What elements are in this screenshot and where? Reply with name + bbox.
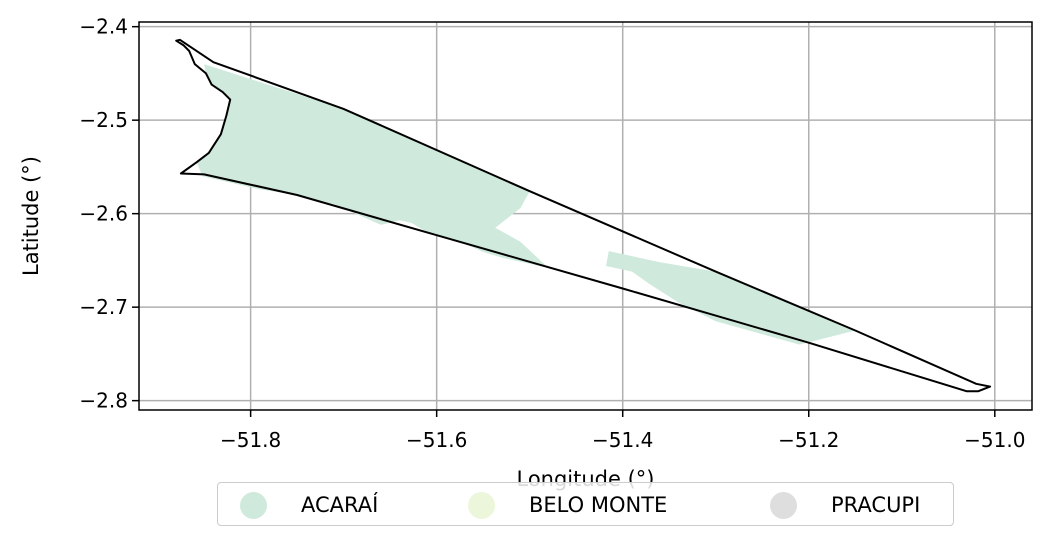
region-fills [196,64,856,345]
y-tick-label: −2.4 [79,15,128,39]
y-tick-label: −2.6 [79,202,128,226]
legend-marker [770,491,797,519]
x-tick-label: −51.6 [406,428,467,452]
x-tick-label: −51.4 [592,428,653,452]
axes-frame [138,21,1033,411]
y-tick-label: −2.7 [79,295,128,319]
y-axis-label: Latitude (°) [19,156,43,276]
x-axis-ticks: −51.8 −51.6 −51.4 −51.2 −51.0 [220,410,1025,452]
legend-item-acarai: ACARAÍ [240,483,378,527]
region-polygon [196,64,549,268]
legend-label: ACARAÍ [301,493,379,517]
y-axis-ticks: −2.4 −2.5 −2.6 −2.7 −2.8 [79,15,139,413]
y-tick-label: −2.8 [79,389,128,413]
y-tick-label: −2.5 [79,108,128,132]
boundary-polygon [175,38,992,393]
boundary-outline [175,38,992,393]
x-tick-label: −51.0 [964,428,1025,452]
x-tick-label: −51.8 [220,428,281,452]
legend-marker [240,491,267,519]
legend: ACARAÍ BELO MONTE PRACUPI [217,482,954,526]
x-tick-label: −51.2 [778,428,839,452]
legend-label: PRACUPI [831,493,921,517]
region-polygon [606,251,856,345]
legend-label: BELO MONTE [529,493,668,517]
legend-marker [468,491,495,519]
legend-item-pracupi: PRACUPI [770,483,920,527]
legend-item-belo-monte: BELO MONTE [468,483,667,527]
